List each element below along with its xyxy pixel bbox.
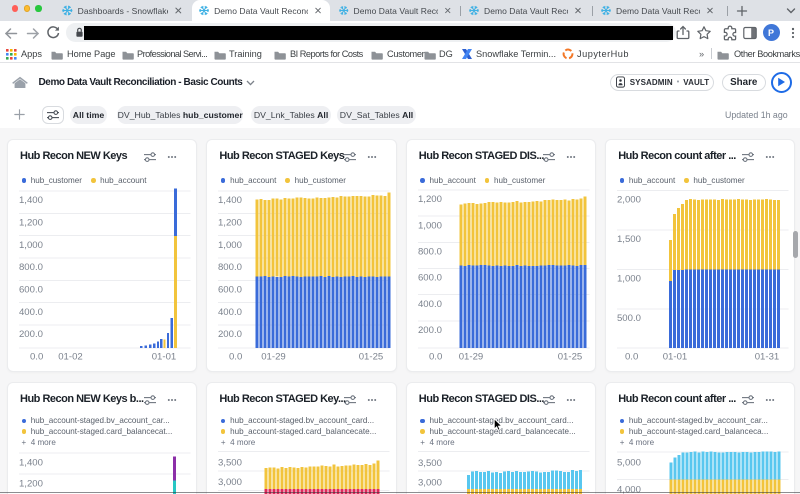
- svg-text:1,200: 1,200: [19, 478, 43, 489]
- svg-text:600.0: 600.0: [418, 273, 442, 284]
- svg-text:800.0: 800.0: [218, 262, 242, 273]
- svg-text:1,200: 1,200: [218, 218, 242, 229]
- svg-text:1,200: 1,200: [418, 194, 442, 205]
- svg-text:01-01: 01-01: [663, 351, 688, 362]
- svg-text:01-01: 01-01: [152, 351, 177, 362]
- svg-text:3,000: 3,000: [418, 477, 442, 488]
- svg-text:01-29: 01-29: [459, 351, 484, 362]
- svg-text:200.0: 200.0: [19, 329, 43, 340]
- svg-text:600.0: 600.0: [218, 285, 242, 296]
- svg-text:1,400: 1,400: [218, 195, 242, 206]
- svg-text:3,500: 3,500: [218, 457, 242, 468]
- svg-text:400.0: 400.0: [19, 307, 43, 318]
- svg-text:1,000: 1,000: [418, 220, 442, 231]
- svg-text:01-02: 01-02: [58, 351, 83, 362]
- svg-text:5,000: 5,000: [617, 457, 641, 468]
- svg-text:4,000: 4,000: [617, 484, 641, 494]
- svg-text:500.0: 500.0: [617, 313, 641, 324]
- svg-text:01-25: 01-25: [359, 351, 384, 362]
- svg-text:1,500: 1,500: [617, 234, 641, 245]
- svg-text:0.0: 0.0: [30, 351, 43, 362]
- svg-text:200.0: 200.0: [418, 325, 442, 336]
- svg-text:0.0: 0.0: [429, 351, 442, 362]
- svg-text:2,000: 2,000: [617, 195, 641, 206]
- svg-text:200.0: 200.0: [218, 329, 242, 340]
- svg-text:400.0: 400.0: [418, 299, 442, 310]
- svg-text:0.0: 0.0: [625, 351, 638, 362]
- svg-text:0.0: 0.0: [229, 351, 242, 362]
- svg-text:01-31: 01-31: [755, 351, 780, 362]
- svg-text:01-29: 01-29: [262, 351, 287, 362]
- svg-text:1,000: 1,000: [617, 274, 641, 285]
- svg-text:1,000: 1,000: [19, 240, 43, 251]
- svg-text:1,200: 1,200: [19, 218, 43, 229]
- svg-text:1,400: 1,400: [19, 457, 43, 468]
- svg-text:3,500: 3,500: [418, 457, 442, 468]
- svg-text:01-25: 01-25: [558, 351, 583, 362]
- svg-text:800.0: 800.0: [418, 247, 442, 258]
- svg-text:600.0: 600.0: [19, 285, 43, 296]
- svg-text:1,000: 1,000: [218, 240, 242, 251]
- svg-text:1,400: 1,400: [19, 195, 43, 206]
- svg-text:3,000: 3,000: [218, 476, 242, 487]
- svg-text:800.0: 800.0: [19, 262, 43, 273]
- svg-text:400.0: 400.0: [218, 307, 242, 318]
